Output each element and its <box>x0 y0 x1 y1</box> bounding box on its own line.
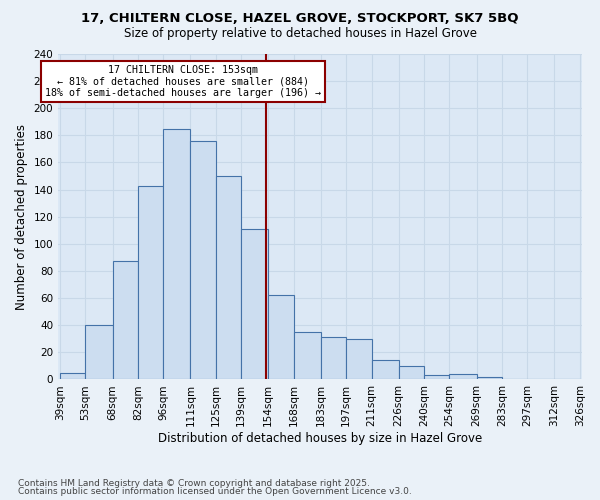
Bar <box>476 376 502 380</box>
Bar <box>321 338 346 380</box>
Bar <box>60 372 85 380</box>
Y-axis label: Number of detached properties: Number of detached properties <box>15 124 28 310</box>
Bar <box>398 366 424 380</box>
Bar <box>449 374 476 380</box>
Bar <box>138 186 163 380</box>
Bar <box>163 128 190 380</box>
Bar <box>293 332 321 380</box>
Text: Contains HM Land Registry data © Crown copyright and database right 2025.: Contains HM Land Registry data © Crown c… <box>18 478 370 488</box>
Bar <box>216 176 241 380</box>
Text: 17, CHILTERN CLOSE, HAZEL GROVE, STOCKPORT, SK7 5BQ: 17, CHILTERN CLOSE, HAZEL GROVE, STOCKPO… <box>81 12 519 26</box>
Text: Size of property relative to detached houses in Hazel Grove: Size of property relative to detached ho… <box>124 28 476 40</box>
Bar <box>190 141 216 380</box>
Bar <box>113 262 138 380</box>
Bar <box>268 296 293 380</box>
Bar <box>371 360 398 380</box>
Text: 17 CHILTERN CLOSE: 153sqm
← 81% of detached houses are smaller (884)
18% of semi: 17 CHILTERN CLOSE: 153sqm ← 81% of detac… <box>45 65 321 98</box>
Bar <box>424 376 449 380</box>
X-axis label: Distribution of detached houses by size in Hazel Grove: Distribution of detached houses by size … <box>158 432 482 445</box>
Bar <box>241 229 268 380</box>
Bar <box>85 325 113 380</box>
Text: Contains public sector information licensed under the Open Government Licence v3: Contains public sector information licen… <box>18 487 412 496</box>
Bar <box>346 339 371 380</box>
